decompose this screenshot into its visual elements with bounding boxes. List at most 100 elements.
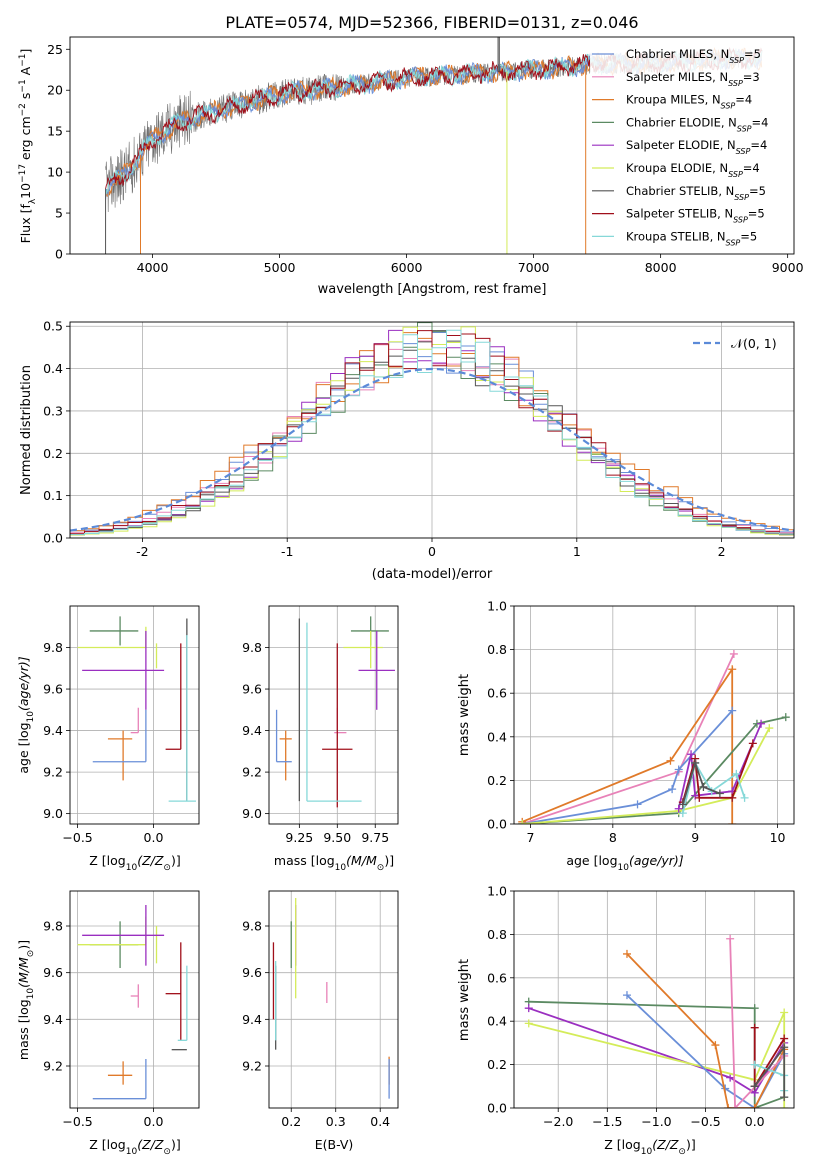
axes-frame-age_vs_Z bbox=[69, 605, 200, 825]
histogram-kroupa_stelib bbox=[70, 329, 794, 536]
axes-frame-mass_vs_ebv bbox=[268, 890, 399, 1109]
legend-entry: Kroupa STELIB, NSSP=5 bbox=[626, 229, 757, 247]
marker-salpeter_stelib bbox=[695, 793, 704, 802]
x-tick-label: −1.0 bbox=[641, 1114, 671, 1129]
x-axis-label: age [log10(age/yr)] bbox=[566, 853, 683, 873]
legend-entry: Chabrier MILES, NSSP=5 bbox=[626, 47, 761, 65]
y-tick-label: 9.2 bbox=[43, 1059, 63, 1074]
marker-kroupa_elodie bbox=[765, 724, 774, 733]
legend-tail: =4 bbox=[743, 161, 760, 175]
x-tick-label: 2 bbox=[718, 544, 726, 559]
legend-name: Salpeter STELIB, N bbox=[626, 207, 733, 221]
marker-kroupa_miles bbox=[711, 1041, 720, 1050]
legend-entry: Salpeter STELIB, NSSP=5 bbox=[626, 207, 765, 225]
panel-age_vs_mass: 9.25 9.50 9.75 9.0 9.2 9.4 9.6 9.8 mass [log10(M… bbox=[242, 605, 399, 873]
x-axis-label-part: 10 bbox=[335, 863, 347, 873]
legend-name: Chabrier ELODIE, N bbox=[626, 115, 737, 129]
marker-kroupa_stelib bbox=[750, 1060, 759, 1069]
y-tick-label: 0.0 bbox=[487, 817, 507, 832]
legend-tail: =5 bbox=[740, 229, 757, 243]
panel-spectrum: 4000 5000 6000 7000 8000 9000 0 5 10 15 20 25 Chabri… bbox=[18, 36, 804, 297]
marker-salpeter_stelib bbox=[748, 739, 757, 748]
marker-kroupa_miles bbox=[750, 1104, 759, 1108]
x-axis-label: Z [log10(Z/Z⊙)] bbox=[604, 1137, 695, 1157]
axes-frame-mass_vs_Z bbox=[69, 890, 200, 1109]
marker-chabrier_miles bbox=[728, 706, 737, 715]
legend-tail: =5 bbox=[748, 207, 765, 221]
line-chabrier_miles bbox=[626, 994, 785, 1108]
marker-chabrier_miles bbox=[622, 991, 631, 1000]
x-tick-label: 9 bbox=[691, 830, 699, 845]
y-tick-label: 9.0 bbox=[242, 806, 262, 821]
x-tick-label: 0.0 bbox=[144, 830, 164, 845]
gaussian-curve bbox=[70, 367, 794, 532]
x-axis-label-part: mass [log bbox=[274, 853, 335, 868]
marker-kroupa_stelib bbox=[740, 793, 749, 802]
marker-salpeter_stelib bbox=[728, 793, 737, 802]
marker-kroupa_miles bbox=[728, 665, 737, 674]
y-tick-label: 0.1 bbox=[43, 488, 63, 503]
legend-sub: SSP bbox=[736, 147, 751, 156]
y-tick-label: 0.4 bbox=[487, 1014, 507, 1029]
y-tick-label: 5 bbox=[55, 206, 63, 221]
x-tick-label: 0 bbox=[428, 544, 436, 559]
marker-salpeter_miles bbox=[729, 649, 738, 658]
legend-tail: =4 bbox=[750, 138, 767, 152]
legend-tail: =4 bbox=[752, 115, 769, 129]
marker-kroupa_miles bbox=[728, 820, 737, 824]
panel-mass_vs_ebv: 0.2 0.3 0.4 9.2 9.4 9.6 9.8 E(B-V) bbox=[242, 890, 399, 1152]
y-axis-label: Normed distribution bbox=[19, 365, 34, 495]
plot-area-massweight_vs_age bbox=[514, 606, 794, 824]
x-axis-label-part: )] bbox=[384, 853, 394, 868]
legend-entry: Chabrier ELODIE, NSSP=4 bbox=[626, 115, 768, 132]
legend-sub: SSP bbox=[734, 192, 749, 201]
y-tick-label: 0 bbox=[55, 247, 63, 262]
legend-sub: SSP bbox=[721, 101, 736, 110]
axes-frame-spectrum bbox=[69, 36, 795, 255]
marker-chabrier_stelib bbox=[780, 1043, 789, 1052]
x-axis-label-part: (M/M bbox=[346, 853, 377, 868]
line-chabrier_elodie bbox=[522, 716, 786, 824]
x-axis-label-part: (Z/Z bbox=[652, 1137, 679, 1152]
marker-salpeter_stelib bbox=[780, 1034, 789, 1043]
marker-salpeter_miles bbox=[726, 934, 735, 943]
line-chabrier_stelib bbox=[681, 760, 721, 805]
x-axis-label: mass [log10(M/M⊙)] bbox=[274, 853, 394, 873]
plot-area-mass_vs_Z bbox=[70, 891, 199, 1108]
x-tick-label: 7000 bbox=[518, 260, 550, 275]
plot-area-spectrum bbox=[105, 37, 790, 254]
y-tick-label: 0.2 bbox=[43, 446, 63, 461]
x-tick-label: 0.0 bbox=[144, 1114, 164, 1129]
marker-kroupa_elodie bbox=[524, 1019, 533, 1028]
x-axis-label-part: 10 bbox=[641, 1147, 653, 1157]
y-tick-label: 0.8 bbox=[487, 927, 507, 942]
y-tick-label: 20 bbox=[47, 83, 63, 98]
marker-kroupa_miles bbox=[622, 949, 631, 958]
y-tick-label: 9.4 bbox=[242, 1012, 262, 1027]
y-axis-label: Flux [fλ10−17 erg cm−2 s−1 A−1] bbox=[18, 49, 38, 244]
marker-salpeter_elodie bbox=[691, 791, 700, 800]
y-tick-label: 25 bbox=[47, 42, 63, 57]
y-tick-label: 9.0 bbox=[43, 806, 63, 821]
y-tick-label: 9.2 bbox=[242, 765, 262, 780]
marker-chabrier_elodie bbox=[750, 1004, 759, 1013]
y-axis-label-part: ] bbox=[18, 49, 33, 54]
axes-frame-residuals bbox=[69, 321, 795, 539]
x-tick-label: 8 bbox=[609, 830, 617, 845]
x-tick-label: 8000 bbox=[645, 260, 677, 275]
y-axis-label-part: −2 bbox=[18, 103, 28, 116]
y-tick-label: 0.0 bbox=[43, 531, 63, 546]
legend-tail: =5 bbox=[749, 184, 766, 198]
legend-sub: SSP bbox=[737, 124, 752, 133]
legend-name: Chabrier MILES, N bbox=[626, 47, 729, 61]
line-kroupa_elodie bbox=[522, 727, 771, 824]
x-axis-label-part: 10 bbox=[126, 1147, 138, 1157]
x-axis-label: wavelength [Angstrom, rest frame] bbox=[318, 282, 547, 297]
y-tick-label: 10 bbox=[47, 165, 63, 180]
legend-name: Kroupa ELODIE, N bbox=[626, 161, 728, 175]
y-axis-label-part: −17 bbox=[18, 164, 28, 183]
y-axis-label: mass weight bbox=[457, 959, 472, 1041]
histogram-chabrier_elodie bbox=[70, 322, 794, 536]
marker-chabrier_elodie bbox=[781, 713, 790, 722]
y-axis-label-part: mass [log bbox=[16, 999, 31, 1060]
